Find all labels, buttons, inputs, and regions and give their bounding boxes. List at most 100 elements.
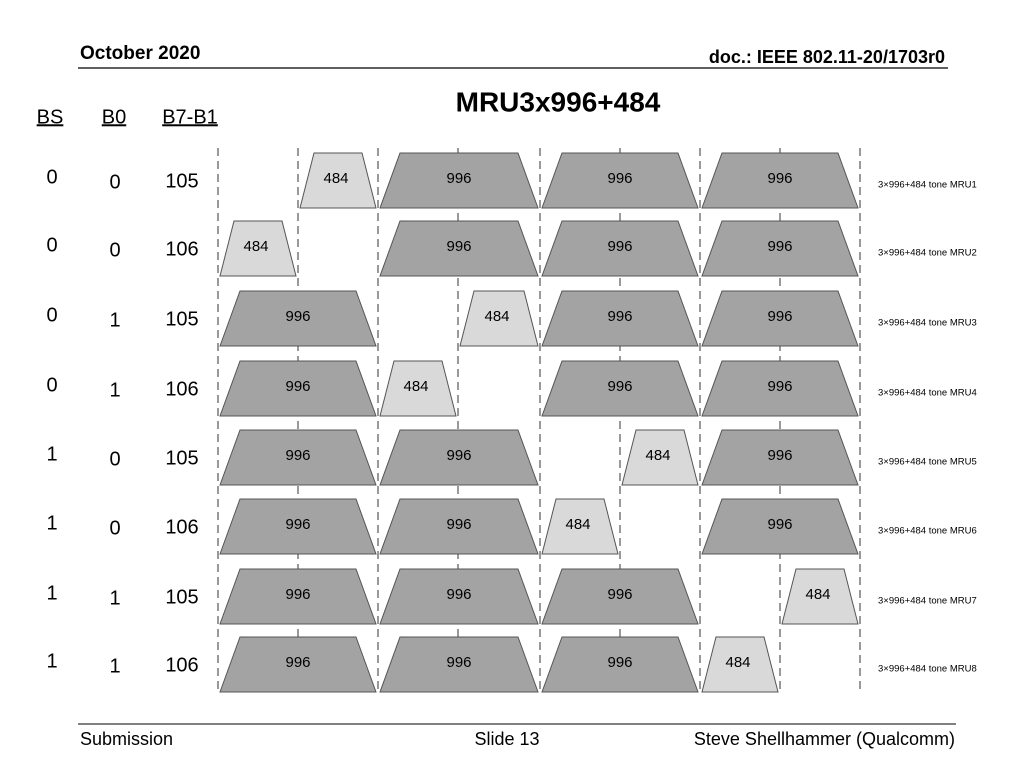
ru-484-block [379, 360, 457, 417]
column-header: B0 [102, 106, 126, 128]
block-label: 996 [446, 170, 471, 187]
bs-value: 1 [46, 443, 57, 465]
ru-996-block [379, 568, 539, 625]
b7-b1-value: 106 [165, 654, 198, 676]
ru-484-block [781, 568, 859, 625]
b0-value: 0 [109, 171, 120, 193]
b0-value: 0 [109, 517, 120, 539]
ru-484-block [219, 220, 297, 277]
header-doc: doc.: IEEE 802.11-20/1703r0 [709, 47, 945, 67]
ru-996-block [701, 360, 859, 417]
block-label: 484 [484, 308, 509, 325]
block-label: 996 [767, 447, 792, 464]
block-label: 996 [285, 516, 310, 533]
ru-996-block [701, 220, 859, 277]
block-label: 484 [645, 447, 670, 464]
block-label: 996 [607, 308, 632, 325]
b7-b1-value: 106 [165, 378, 198, 400]
footer-right: Steve Shellhammer (Qualcomm) [694, 729, 955, 749]
block-label: 996 [285, 586, 310, 603]
ru-996-block [379, 152, 539, 209]
block-label: 996 [767, 516, 792, 533]
bs-value: 0 [46, 304, 57, 326]
block-label: 484 [243, 238, 268, 255]
b0-value: 0 [109, 448, 120, 470]
mru-label: 3×996+484 tone MRU8 [878, 664, 977, 675]
bs-value: 1 [46, 582, 57, 604]
block-label: 484 [805, 586, 830, 603]
block-label: 996 [285, 654, 310, 671]
ru-484-block [701, 636, 779, 693]
ru-996-block [219, 429, 377, 486]
ru-996-block [379, 498, 539, 555]
b7-b1-value: 106 [165, 238, 198, 260]
ru-996-block [701, 498, 859, 555]
ru-996-block [379, 429, 539, 486]
slide-title: MRU3x996+484 [456, 86, 661, 117]
bs-value: 0 [46, 374, 57, 396]
block-label: 484 [403, 378, 428, 395]
b0-value: 0 [109, 239, 120, 261]
b7-b1-value: 105 [165, 447, 198, 469]
bs-value: 0 [46, 234, 57, 256]
bs-value: 0 [46, 166, 57, 188]
ru-996-block [541, 568, 699, 625]
block-label: 484 [323, 170, 348, 187]
block-label: 996 [285, 378, 310, 395]
mru-label: 3×996+484 tone MRU3 [878, 318, 977, 329]
block-label: 996 [446, 238, 471, 255]
block-label: 996 [607, 238, 632, 255]
ru-996-block [219, 636, 377, 693]
ru-996-block [541, 360, 699, 417]
b7-b1-value: 105 [165, 308, 198, 330]
mru-label: 3×996+484 tone MRU7 [878, 596, 977, 607]
b0-value: 1 [109, 587, 120, 609]
column-header: B7-B1 [162, 106, 218, 128]
block-label: 996 [607, 170, 632, 187]
mru-label: 3×996+484 tone MRU2 [878, 248, 977, 259]
mru-label: 3×996+484 tone MRU5 [878, 457, 977, 468]
block-label: 996 [767, 238, 792, 255]
block-label: 996 [446, 447, 471, 464]
b0-value: 1 [109, 309, 120, 331]
block-label: 996 [446, 516, 471, 533]
footer-center: Slide 13 [474, 729, 539, 749]
ru-996-block [219, 568, 377, 625]
ru-484-block [621, 429, 699, 486]
ru-996-block [701, 290, 859, 347]
block-label: 484 [725, 654, 750, 671]
ru-996-block [379, 636, 539, 693]
ru-484-block [459, 290, 539, 347]
b7-b1-value: 105 [165, 170, 198, 192]
block-label: 996 [285, 447, 310, 464]
ru-996-block [541, 220, 699, 277]
mru-label: 3×996+484 tone MRU6 [878, 526, 977, 537]
ru-996-block [219, 360, 377, 417]
mru-label: 3×996+484 tone MRU4 [878, 388, 977, 399]
block-label: 996 [607, 586, 632, 603]
block-label: 996 [285, 308, 310, 325]
block-label: 996 [446, 654, 471, 671]
ru-996-block [541, 636, 699, 693]
mru-label: 3×996+484 tone MRU1 [878, 180, 977, 191]
column-header: BS [37, 106, 64, 128]
ru-996-block [701, 152, 859, 209]
block-label: 996 [767, 308, 792, 325]
header-date: October 2020 [80, 43, 200, 64]
ru-996-block [219, 290, 377, 347]
ru-484-block [299, 152, 377, 209]
b7-b1-value: 106 [165, 516, 198, 538]
footer-left: Submission [80, 729, 173, 749]
block-label: 996 [446, 586, 471, 603]
block-label: 484 [565, 516, 590, 533]
ru-996-block [541, 290, 699, 347]
ru-484-block [541, 498, 619, 555]
ru-996-block [541, 152, 699, 209]
ru-996-block [379, 220, 539, 277]
bs-value: 1 [46, 650, 57, 672]
block-label: 996 [607, 654, 632, 671]
block-label: 996 [767, 378, 792, 395]
ru-996-block [701, 429, 859, 486]
ru-996-block [219, 498, 377, 555]
